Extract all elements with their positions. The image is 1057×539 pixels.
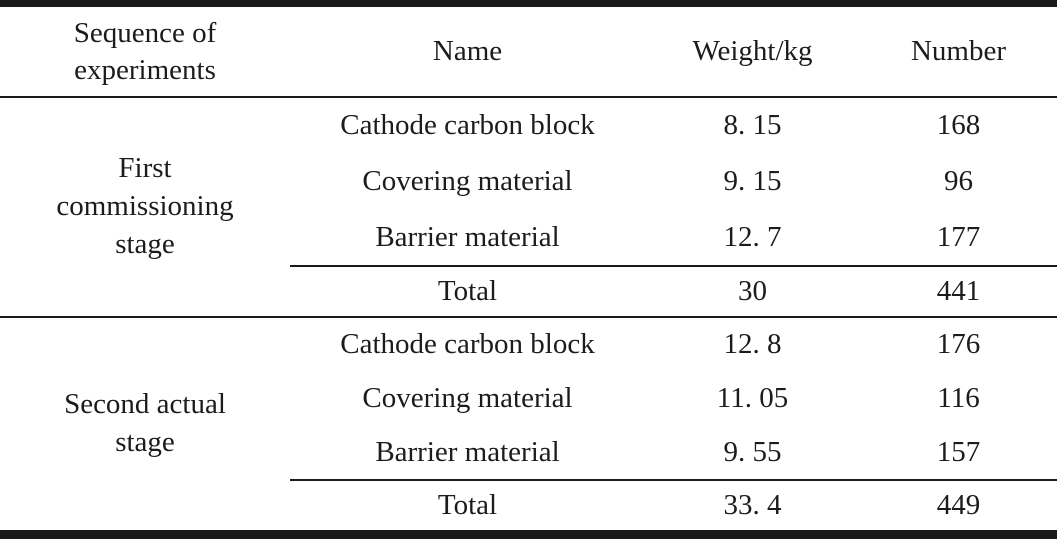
total-row: Total 33. 4 449 [290, 479, 1057, 530]
col-header-sequence-line1: Sequence of [73, 17, 217, 50]
total-row: Total 30 441 [290, 265, 1057, 316]
group-body: Cathode carbon block 12. 8 176 Covering … [290, 318, 1057, 530]
col-header-number: Number [910, 35, 1007, 67]
total-label: Total [437, 489, 498, 521]
stage-cell: Second actual stage [0, 318, 290, 530]
material-rows: Cathode carbon block 8. 15 168 Covering … [290, 98, 1057, 265]
stage-line: stage [115, 227, 175, 260]
group-second-actual: Second actual stage Cathode carbon block… [0, 318, 1057, 530]
stage-line: Second actual [64, 388, 226, 421]
header-row: Sequence of experiments Name Weight/kg N… [0, 7, 1057, 98]
number-cell: 116 [937, 382, 980, 414]
name-cell: Barrier material [375, 435, 560, 468]
name-cell: Covering material [362, 165, 573, 197]
name-cell: Cathode carbon block [340, 109, 595, 142]
total-number-cell: 449 [936, 489, 981, 521]
weight-cell: 9. 55 [723, 435, 782, 468]
stage-cell: First commissioning stage [0, 98, 290, 316]
name-cell: Barrier material [375, 220, 560, 253]
group-body: Cathode carbon block 8. 15 168 Covering … [290, 98, 1057, 316]
weight-cell: 12. 7 [723, 220, 782, 253]
table-bottom-rule [0, 530, 1057, 539]
weight-cell: 9. 15 [723, 165, 782, 197]
group-first-commissioning: First commissioning stage Cathode carbon… [0, 98, 1057, 318]
name-cell: Covering material [362, 382, 573, 414]
number-cell: 157 [936, 435, 981, 468]
table-top-rule [0, 0, 1057, 7]
weight-cell: 11. 05 [716, 382, 789, 414]
col-header-sequence: Sequence of experiments [0, 15, 290, 88]
material-rows: Cathode carbon block 12. 8 176 Covering … [290, 318, 1057, 479]
total-weight-cell: 30 [738, 275, 767, 307]
col-header-weight: Weight/kg [692, 35, 813, 67]
number-cell: 96 [944, 165, 973, 197]
table-row: Cathode carbon block 12. 8 176 [290, 318, 1057, 372]
weight-cell: 12. 8 [723, 328, 782, 361]
total-weight-cell: 33. 4 [723, 489, 782, 521]
number-cell: 168 [936, 109, 981, 142]
number-cell: 177 [936, 220, 981, 253]
table-row: Covering material 11. 05 116 [290, 372, 1057, 426]
stage-line: stage [115, 426, 175, 458]
stage-line: First [118, 152, 172, 185]
total-label: Total [437, 275, 498, 307]
table-row: Barrier material 12. 7 177 [290, 209, 1057, 265]
total-number-cell: 441 [936, 275, 981, 307]
weight-cell: 8. 15 [723, 109, 782, 142]
col-header-name: Name [432, 35, 503, 67]
table-row: Cathode carbon block 8. 15 168 [290, 98, 1057, 154]
table-row: Covering material 9. 15 96 [290, 154, 1057, 210]
number-cell: 176 [936, 328, 981, 361]
col-header-sequence-line2: experiments [74, 53, 216, 86]
name-cell: Cathode carbon block [340, 328, 595, 361]
stage-line: commissioning [56, 190, 234, 223]
table-row: Barrier material 9. 55 157 [290, 425, 1057, 479]
